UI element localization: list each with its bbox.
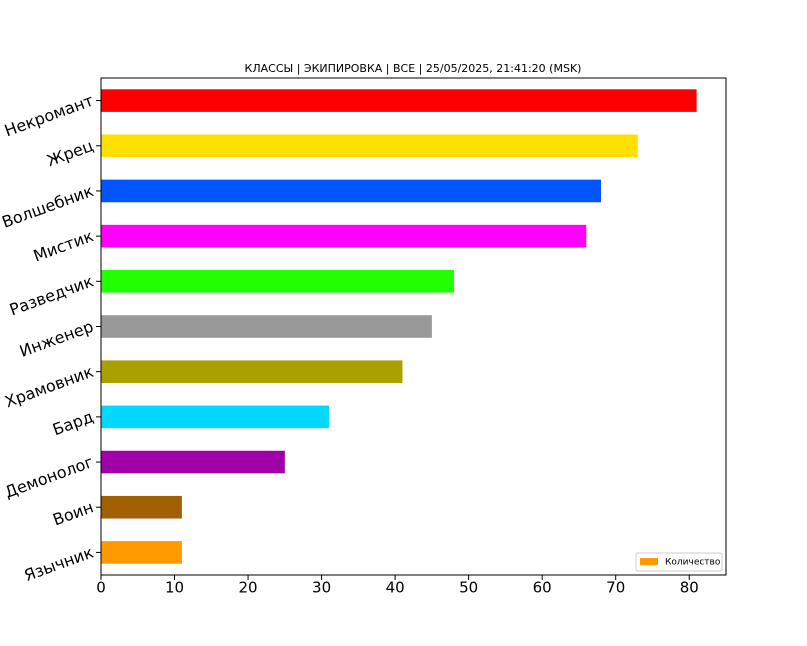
legend-box bbox=[635, 552, 723, 572]
y-tick-label: Мистик bbox=[31, 226, 96, 265]
x-tick-label: 30 bbox=[312, 579, 331, 597]
y-tick-label: Бард bbox=[50, 407, 96, 439]
x-tick-label: 40 bbox=[386, 579, 405, 597]
bar bbox=[101, 179, 601, 203]
bar bbox=[101, 89, 697, 112]
bar bbox=[101, 315, 432, 338]
bar bbox=[101, 450, 285, 474]
plot-frame bbox=[100, 77, 727, 576]
x-tick-label: 50 bbox=[459, 579, 478, 597]
x-tick-label: 10 bbox=[165, 579, 184, 597]
legend-label: Количество bbox=[665, 558, 721, 568]
bar bbox=[101, 270, 454, 293]
bar bbox=[101, 541, 182, 564]
y-tick-label: Инженер bbox=[17, 317, 96, 361]
bar bbox=[101, 134, 638, 158]
legend-swatch bbox=[640, 558, 658, 565]
y-tick-label: Некромант bbox=[2, 91, 96, 141]
y-tick-label: Демонолог bbox=[2, 452, 96, 502]
bar bbox=[101, 405, 329, 429]
y-tick-label: Язычник bbox=[22, 542, 97, 585]
x-tick-label: 0 bbox=[96, 579, 106, 597]
y-tick-label: Храмовник bbox=[2, 362, 96, 412]
y-tick-label: Разведчик bbox=[7, 271, 96, 319]
bar bbox=[101, 360, 403, 383]
bar bbox=[101, 224, 587, 248]
chart-title: КЛАССЫ | ЭКИПИРОВКА | ВСЕ | 25/05/2025, … bbox=[245, 62, 582, 75]
x-tick-label: 60 bbox=[533, 579, 552, 597]
y-tick-label: Воин bbox=[50, 497, 96, 529]
x-tick-label: 80 bbox=[680, 579, 699, 597]
bar bbox=[101, 495, 182, 519]
x-tick-label: 20 bbox=[239, 579, 258, 597]
y-tick-label: Волшебник bbox=[0, 181, 96, 232]
y-tick-label: Жрец bbox=[44, 136, 96, 170]
x-tick-label: 70 bbox=[606, 579, 625, 597]
